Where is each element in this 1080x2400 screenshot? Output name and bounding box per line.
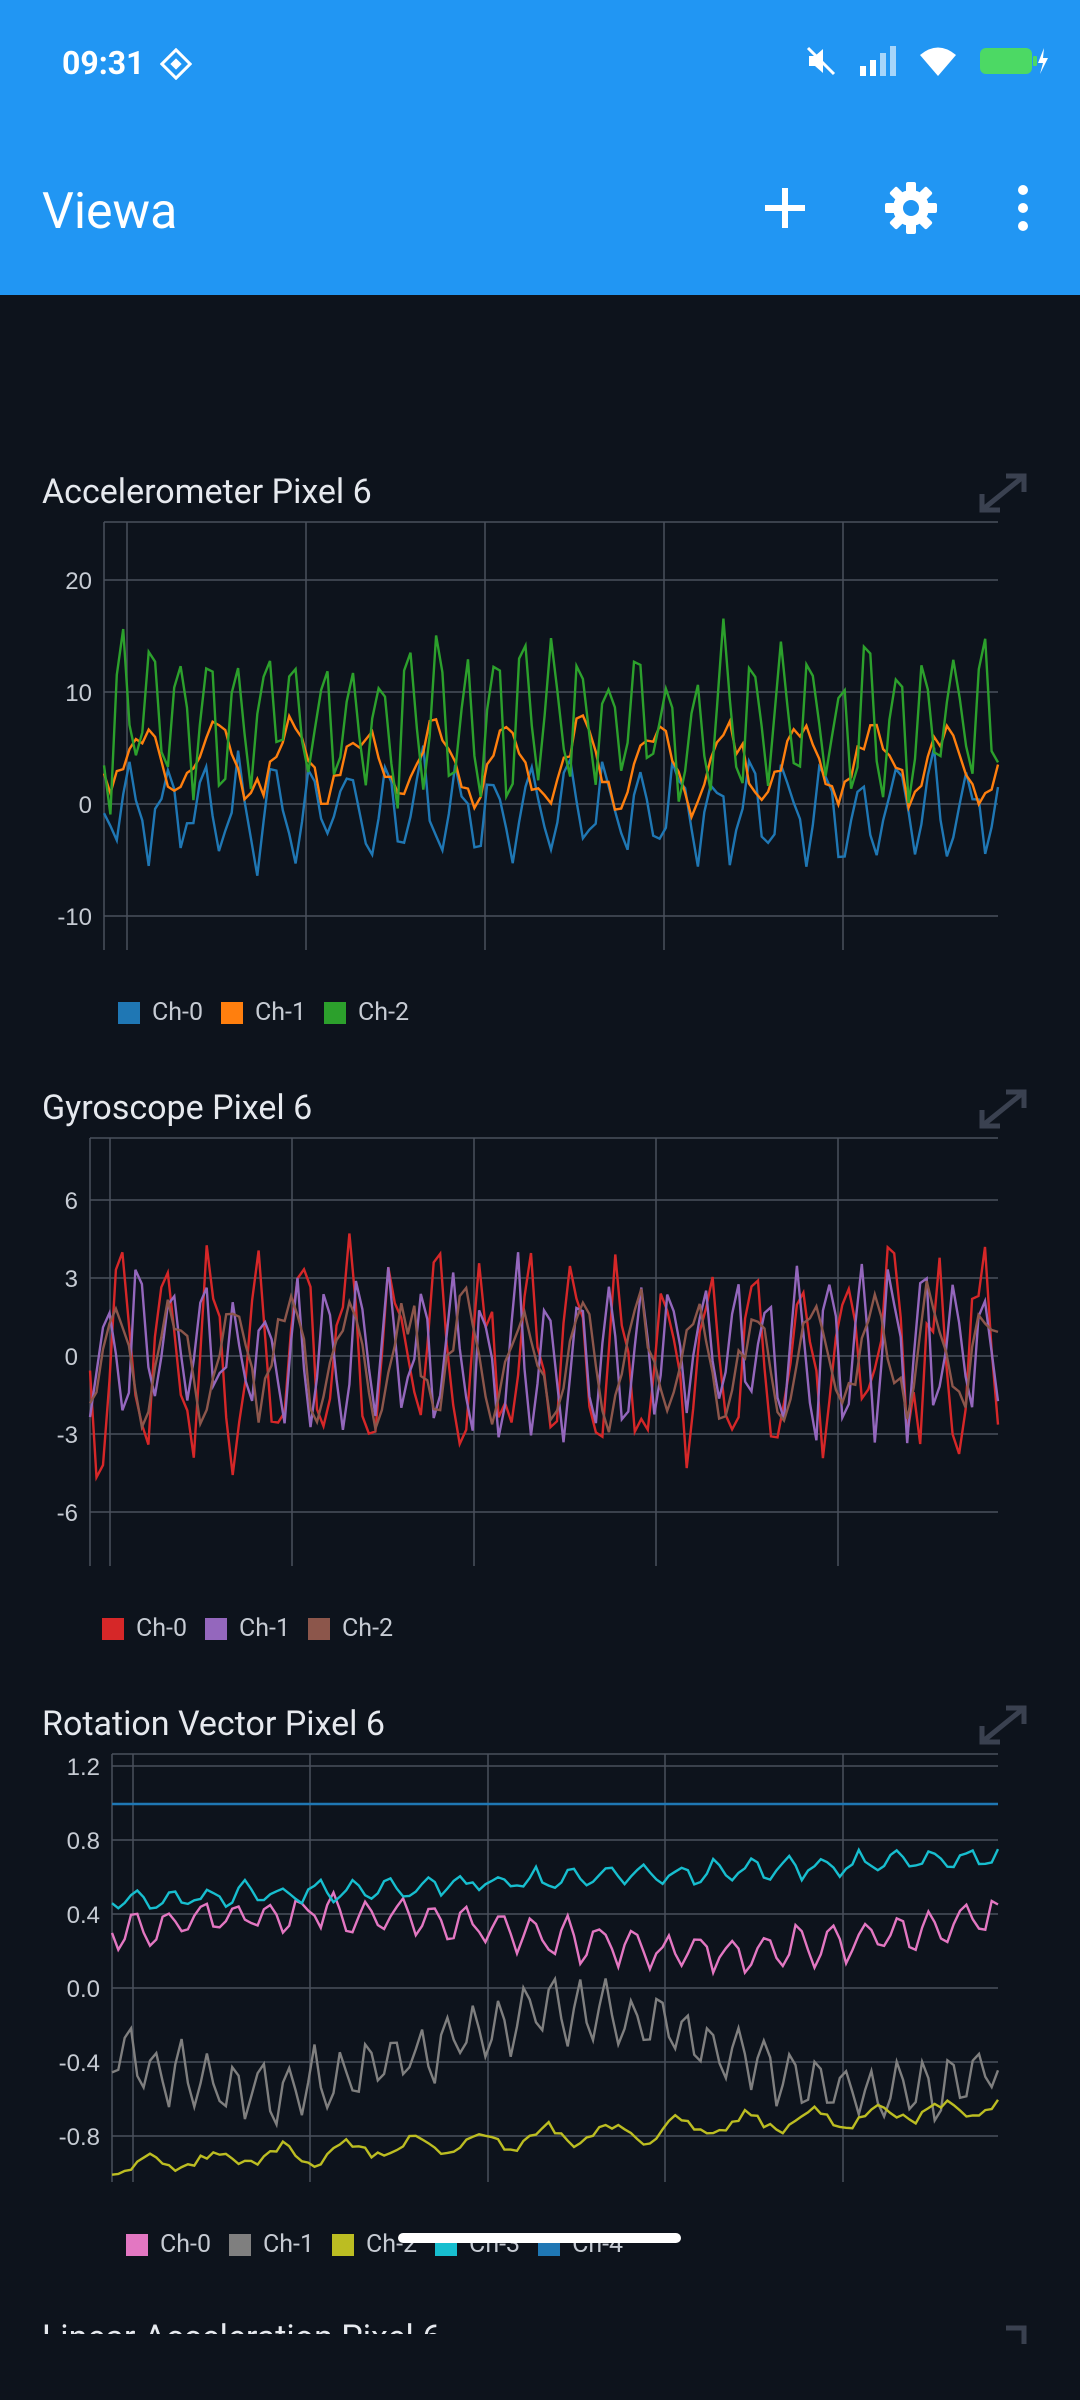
legend-item: Ch-0 bbox=[102, 1614, 187, 1643]
chart-title: Accelerometer Pixel 6 bbox=[42, 472, 372, 512]
legend-label: Ch-1 bbox=[255, 998, 307, 1027]
chart-title: Rotation Vector Pixel 6 bbox=[42, 1704, 385, 1744]
app-title: Viewa bbox=[42, 183, 178, 241]
y-tick-label: 0.0 bbox=[67, 1976, 100, 2003]
y-tick-label: 0.4 bbox=[67, 1902, 100, 1929]
y-tick-label: -3 bbox=[57, 1422, 78, 1449]
series-line bbox=[88, 1233, 1000, 1482]
rotation-vector-plot: 4 6 8 10 12 1.2 0.8 0.4 0.0 -0.4 -0.8 bbox=[59, 1742, 1000, 2182]
accelerometer-chart-card: Accelerometer Pixel 6 4 6 8 10 12 20 10 0 -10 Ch… bbox=[0, 470, 1080, 1040]
legend-label: Ch-1 bbox=[239, 1614, 291, 1643]
chart-legend: Ch-0 Ch-1 Ch-2 bbox=[102, 1614, 411, 1643]
settings-icon[interactable] bbox=[881, 178, 941, 238]
status-icons bbox=[804, 44, 1050, 78]
x-tick-label: 10 bbox=[643, 1126, 670, 1132]
legend-item: Ch-2 bbox=[332, 2230, 417, 2259]
legend-label: Ch-0 bbox=[152, 998, 204, 1027]
x-tick-label: 8 bbox=[481, 1742, 494, 1748]
legend-swatch bbox=[324, 1001, 347, 1024]
expand-icon[interactable] bbox=[976, 1086, 1030, 1132]
y-tick-label: 10 bbox=[65, 680, 92, 707]
legend-label: Ch-1 bbox=[263, 2230, 315, 2259]
series-line bbox=[102, 618, 1000, 815]
chart-title: Gyroscope Pixel 6 bbox=[42, 1088, 313, 1128]
x-tick-label: 12 bbox=[825, 1126, 852, 1132]
y-tick-label: 0.8 bbox=[67, 1828, 100, 1855]
legend-swatch bbox=[308, 1617, 331, 1640]
x-tick-label: 6 bbox=[299, 510, 312, 516]
legend-label: Ch-2 bbox=[358, 998, 410, 1027]
y-tick-label: 1.2 bbox=[67, 1754, 100, 1781]
legend-swatch bbox=[118, 1001, 140, 1024]
x-tick-label: 12 bbox=[830, 1742, 857, 1748]
legend-item: Ch-1 bbox=[221, 998, 306, 1027]
x-tick-label: 10 bbox=[651, 510, 678, 516]
series-line bbox=[111, 1975, 1000, 2129]
gyroscope-plot: 4 6 8 10 12 6 3 0 -3 -6 bbox=[57, 1126, 1000, 1566]
gyroscope-chart-card: Gyroscope Pixel 6 4 6 8 10 12 6 3 0 -3 -6 Ch-0 Ch… bbox=[0, 1086, 1080, 1656]
series-line bbox=[102, 712, 1000, 821]
y-tick-label: -10 bbox=[57, 904, 92, 931]
series-line bbox=[111, 2099, 999, 2176]
y-tick-label: 20 bbox=[65, 568, 92, 595]
chart-legend: Ch-0 Ch-1 Ch-2 bbox=[118, 998, 427, 1027]
add-icon[interactable] bbox=[755, 178, 815, 238]
rotation-vector-chart-card: Rotation Vector Pixel 6 4 6 8 10 12 1.2 0.8 0.4… bbox=[0, 1702, 1080, 2272]
y-tick-label: 0 bbox=[65, 1344, 78, 1371]
x-tick-label: 4 bbox=[103, 1126, 116, 1132]
y-tick-label: 0 bbox=[79, 792, 92, 819]
home-indicator[interactable] bbox=[398, 2233, 681, 2243]
expand-icon[interactable] bbox=[976, 2322, 1030, 2346]
x-tick-label: 12 bbox=[830, 510, 857, 516]
mute-icon bbox=[806, 46, 836, 76]
x-tick-label: 4 bbox=[120, 510, 133, 516]
app-bar: 09:31 Viewa bbox=[0, 0, 1080, 295]
legend-label: Ch-0 bbox=[136, 1614, 188, 1643]
legend-swatch bbox=[102, 1617, 124, 1640]
series-line bbox=[102, 745, 1000, 876]
legend-swatch bbox=[221, 1001, 244, 1024]
legend-swatch bbox=[205, 1617, 228, 1640]
legend-label: Ch-2 bbox=[342, 1614, 394, 1643]
x-tick-label: 6 bbox=[285, 1126, 298, 1132]
y-tick-label: -0.8 bbox=[59, 2124, 100, 2151]
y-tick-label: 6 bbox=[65, 1188, 78, 1215]
legend-item: Ch-0 bbox=[126, 2230, 211, 2259]
wifi-icon bbox=[920, 47, 956, 76]
series-line bbox=[110, 1889, 999, 1977]
legend-item: Ch-1 bbox=[205, 1614, 290, 1643]
y-tick-label: 3 bbox=[65, 1266, 78, 1293]
x-tick-label: 8 bbox=[478, 510, 491, 516]
signal-icon bbox=[860, 46, 896, 76]
x-tick-label: 4 bbox=[126, 1742, 139, 1748]
legend-swatch bbox=[332, 2233, 355, 2256]
expand-icon[interactable] bbox=[976, 470, 1030, 516]
y-tick-label: -6 bbox=[57, 1500, 78, 1527]
legend-label: Ch-0 bbox=[160, 2230, 212, 2259]
y-tick-label: -0.4 bbox=[59, 2050, 100, 2077]
status-time: 09:31 bbox=[62, 44, 145, 82]
sim-icon bbox=[160, 48, 192, 80]
accelerometer-plot: 4 6 8 10 12 20 10 0 -10 bbox=[57, 510, 1000, 950]
legend-item: Ch-0 bbox=[118, 998, 203, 1027]
legend-swatch bbox=[126, 2233, 148, 2256]
x-tick-label: 6 bbox=[303, 1742, 316, 1748]
legend-item: Ch-1 bbox=[229, 2230, 314, 2259]
series-line bbox=[111, 1847, 1000, 1910]
next-chart-title: Linear Acceleration Pixel 6 bbox=[42, 2318, 441, 2334]
expand-icon[interactable] bbox=[976, 1702, 1030, 1748]
legend-item: Ch-2 bbox=[324, 998, 409, 1027]
more-vert-icon[interactable] bbox=[1000, 178, 1060, 238]
legend-swatch bbox=[229, 2233, 252, 2256]
series-line bbox=[88, 1280, 999, 1434]
x-tick-label: 10 bbox=[652, 1742, 679, 1748]
series-line bbox=[88, 1252, 1000, 1444]
battery-icon bbox=[980, 48, 1048, 74]
legend-item: Ch-2 bbox=[308, 1614, 393, 1643]
x-tick-label: 8 bbox=[467, 1126, 480, 1132]
